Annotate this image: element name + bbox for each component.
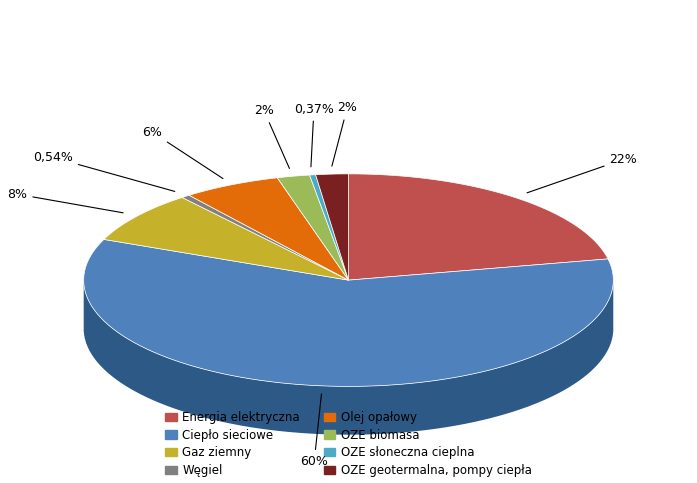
- Text: 2%: 2%: [332, 101, 357, 166]
- Polygon shape: [84, 240, 613, 386]
- Polygon shape: [84, 283, 613, 435]
- Text: 22%: 22%: [527, 153, 637, 193]
- Text: 6%: 6%: [142, 126, 223, 179]
- Text: 2%: 2%: [254, 104, 289, 169]
- Text: 0,54%: 0,54%: [33, 151, 175, 191]
- Text: 0,37%: 0,37%: [294, 102, 334, 167]
- Legend: Energia elektryczna, Ciepło sieciowe, Gaz ziemny, Węgiel, Olej opałowy, OZE biom: Energia elektryczna, Ciepło sieciowe, Ga…: [164, 411, 533, 477]
- Polygon shape: [182, 195, 348, 280]
- Polygon shape: [104, 198, 348, 280]
- Polygon shape: [189, 178, 348, 280]
- Text: 8%: 8%: [8, 188, 123, 213]
- Polygon shape: [348, 174, 608, 280]
- Polygon shape: [316, 174, 348, 280]
- Polygon shape: [277, 175, 348, 280]
- Text: 60%: 60%: [300, 394, 328, 468]
- Polygon shape: [309, 175, 348, 280]
